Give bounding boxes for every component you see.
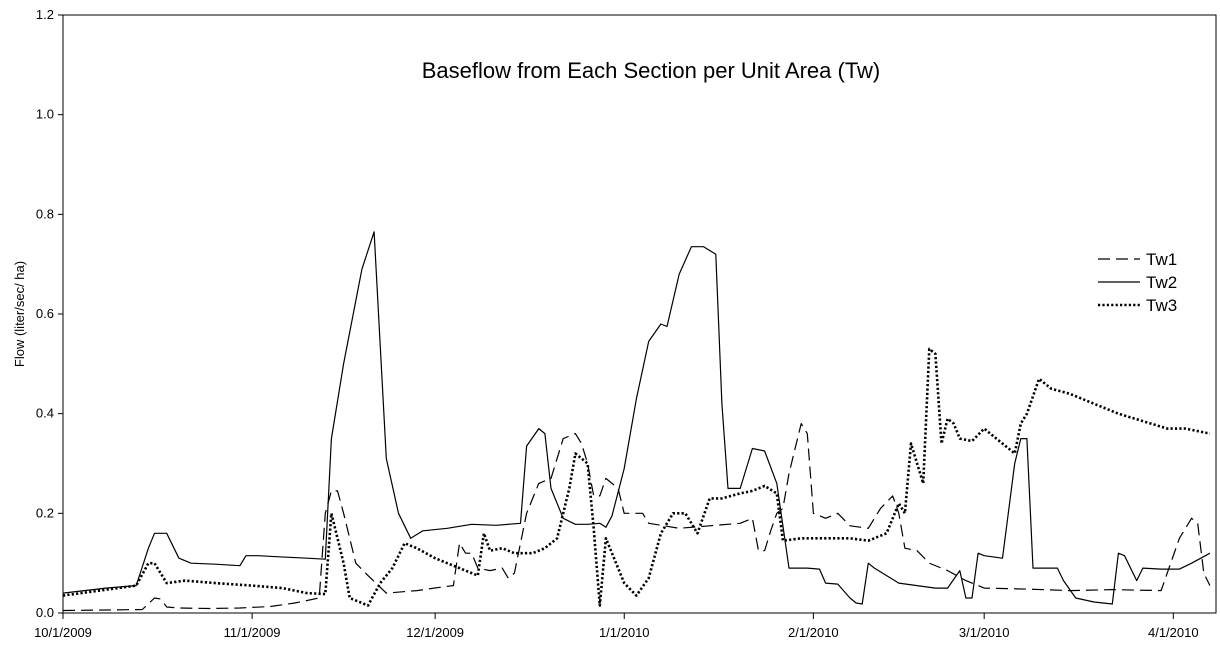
x-tick-label: 3/1/2010	[959, 625, 1010, 640]
chart-title: Baseflow from Each Section per Unit Area…	[422, 58, 881, 83]
y-tick-label: 0.2	[36, 505, 54, 520]
legend-label-tw1: Tw1	[1146, 250, 1177, 269]
x-axis: 10/1/2009 11/1/2009 12/1/2009 1/1/2010 2/1/2…	[34, 613, 1199, 640]
y-tick-label: 0.0	[36, 605, 54, 620]
y-tick-label: 1.2	[36, 7, 54, 22]
x-tick-label: 4/1/2010	[1148, 625, 1199, 640]
x-tick-label: 10/1/2009	[34, 625, 92, 640]
y-tick-label: 1.0	[36, 107, 54, 122]
x-tick-label: 11/1/2009	[224, 625, 281, 640]
series-lines	[62, 231, 1211, 612]
series-line-tw1	[62, 423, 1211, 612]
legend-label-tw3: Tw3	[1146, 296, 1177, 315]
series-line-tw3	[62, 347, 1211, 607]
y-tick-label: 0.8	[36, 206, 54, 221]
x-tick-label: 12/1/2009	[406, 625, 464, 640]
legend-label-tw2: Tw2	[1146, 273, 1177, 292]
y-axis: 0.0 0.2 0.4 0.6 0.8 1.0 1.2	[36, 7, 63, 620]
x-tick-label: 2/1/2010	[788, 625, 839, 640]
y-tick-label: 0.4	[36, 406, 54, 421]
series-line-tw2	[62, 231, 1211, 605]
legend: Tw1 Tw2 Tw3	[1098, 250, 1177, 315]
x-tick-label: 1/1/2010	[599, 625, 650, 640]
y-tick-label: 0.6	[36, 306, 54, 321]
y-axis-label: Flow (liter/sec/ ha)	[12, 261, 27, 367]
plot-frame	[62, 14, 1217, 614]
